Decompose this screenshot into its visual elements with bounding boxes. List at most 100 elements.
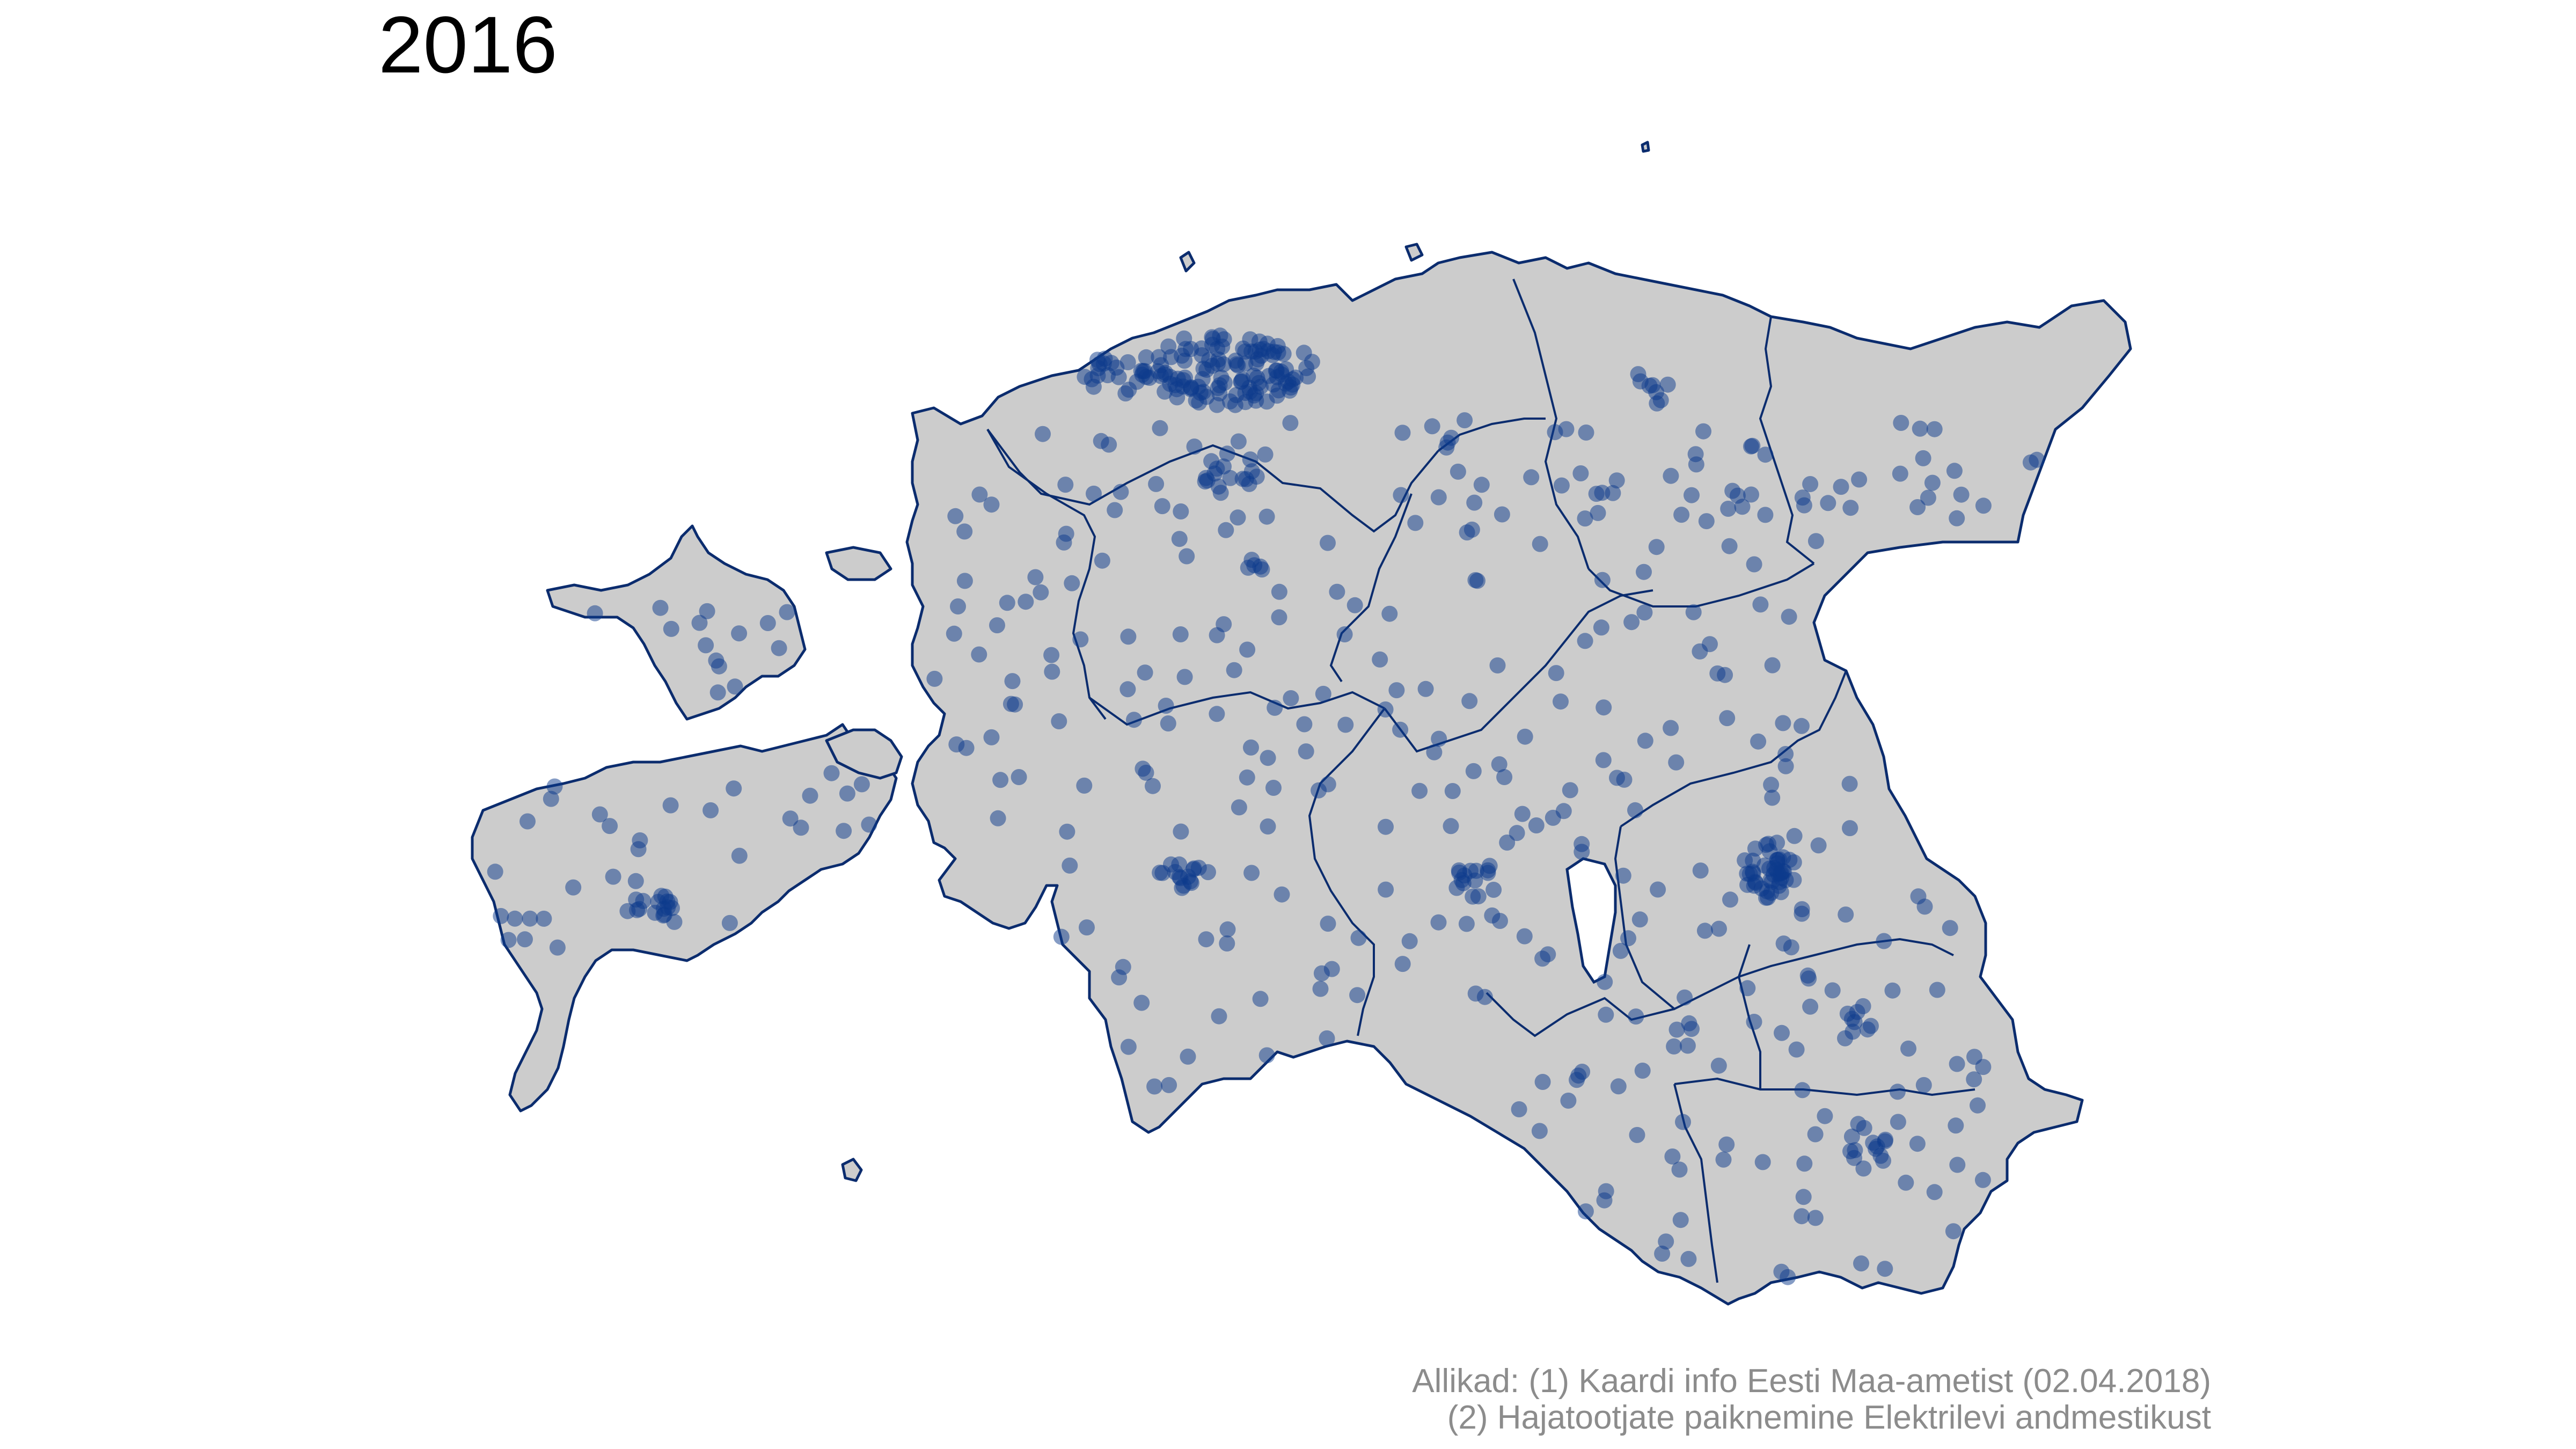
point-marker <box>1802 998 1819 1015</box>
point-marker <box>1926 1184 1943 1201</box>
point-marker <box>699 603 715 619</box>
point-marker <box>517 931 533 948</box>
border-viljandi-parnu <box>1308 707 1386 1036</box>
point-marker <box>1484 907 1501 924</box>
point-marker <box>1251 333 1268 350</box>
point-marker <box>1056 534 1072 551</box>
point-marker <box>1702 636 1718 653</box>
point-marker <box>926 670 943 687</box>
point-marker <box>1242 451 1258 468</box>
point-marker <box>1431 730 1447 747</box>
point-marker <box>1257 446 1274 463</box>
point-marker <box>1268 362 1285 379</box>
point-marker <box>1668 1021 1685 1038</box>
point-marker <box>1120 628 1137 645</box>
point-marker <box>1884 982 1901 999</box>
point-marker <box>1377 701 1394 718</box>
point-marker <box>1750 733 1767 750</box>
point-marker <box>1394 956 1411 972</box>
point-marker <box>1577 1203 1594 1220</box>
point-marker <box>1107 502 1123 518</box>
point-marker <box>1654 1246 1671 1262</box>
point-marker <box>1153 357 1169 374</box>
point-marker <box>1035 426 1051 442</box>
point-marker <box>1598 1006 1614 1023</box>
point-marker <box>1659 376 1676 393</box>
mainland <box>905 251 2132 1306</box>
point-marker <box>1892 465 1908 482</box>
point-marker <box>1117 385 1134 402</box>
point-marker <box>543 791 559 807</box>
point-marker <box>1209 706 1225 722</box>
point-marker <box>853 776 870 793</box>
point-marker <box>1466 494 1483 511</box>
point-marker <box>1764 789 1781 806</box>
point-marker <box>1975 497 1992 514</box>
point-marker <box>1572 465 1589 481</box>
point-marker <box>1658 1233 1674 1250</box>
point-marker <box>1799 967 1816 984</box>
point-marker <box>1652 392 1669 408</box>
point-marker <box>1761 860 1777 877</box>
point-marker <box>1160 715 1176 731</box>
point-marker <box>1534 1074 1551 1090</box>
point-marker <box>1470 888 1487 905</box>
point-marker <box>1053 928 1070 945</box>
point-marker <box>1820 495 1836 511</box>
point-marker <box>1237 343 1254 360</box>
point-marker <box>1548 665 1564 682</box>
point-marker <box>1378 881 1394 898</box>
point-marker <box>1775 715 1791 731</box>
point-marker <box>1158 698 1174 714</box>
point-marker <box>500 932 517 948</box>
point-marker <box>1744 437 1761 454</box>
point-marker <box>1590 504 1606 521</box>
point-marker <box>1692 862 1709 879</box>
point-marker <box>1135 760 1151 777</box>
point-marker <box>647 904 663 921</box>
point-marker <box>1775 935 1792 952</box>
point-marker <box>1211 1008 1227 1024</box>
point-marker <box>1752 596 1769 613</box>
ruhnu-island <box>841 1158 863 1182</box>
point-marker <box>1597 974 1613 990</box>
point-marker <box>1715 1151 1732 1168</box>
point-marker <box>1838 906 1854 923</box>
point-marker <box>1323 961 1340 977</box>
point-marker <box>632 832 648 848</box>
point-marker <box>1743 486 1759 503</box>
point-marker <box>1739 980 1756 997</box>
point-marker <box>1776 863 1792 880</box>
point-marker <box>1033 584 1049 601</box>
point-marker <box>1234 371 1251 387</box>
prangli-islet <box>1404 243 1424 262</box>
point-marker <box>1631 911 1648 928</box>
point-marker <box>1684 487 1700 503</box>
point-marker <box>1226 662 1242 678</box>
point-marker <box>1594 572 1611 588</box>
point-marker <box>1876 933 1892 949</box>
microgenerator-points <box>487 327 2045 1285</box>
point-marker <box>1817 1108 1833 1124</box>
point-marker <box>1320 916 1336 932</box>
point-marker <box>1677 989 1693 1006</box>
point-marker <box>1211 377 1228 393</box>
point-marker <box>779 604 795 620</box>
point-marker <box>1378 818 1394 835</box>
point-marker <box>1154 498 1170 515</box>
point-marker <box>507 910 523 927</box>
point-marker <box>1807 1126 1824 1143</box>
point-marker <box>1945 1223 1962 1240</box>
point-marker <box>1837 1030 1853 1046</box>
point-marker <box>1534 950 1551 967</box>
point-marker <box>1180 1048 1196 1065</box>
point-marker <box>1381 605 1398 622</box>
point-marker <box>1909 499 1926 515</box>
point-marker <box>1481 858 1498 874</box>
point-marker <box>1198 931 1214 948</box>
point-marker <box>823 765 840 781</box>
point-marker <box>1764 657 1781 674</box>
point-marker <box>989 617 1005 634</box>
point-marker <box>1027 569 1044 586</box>
point-marker <box>1948 1117 1964 1134</box>
